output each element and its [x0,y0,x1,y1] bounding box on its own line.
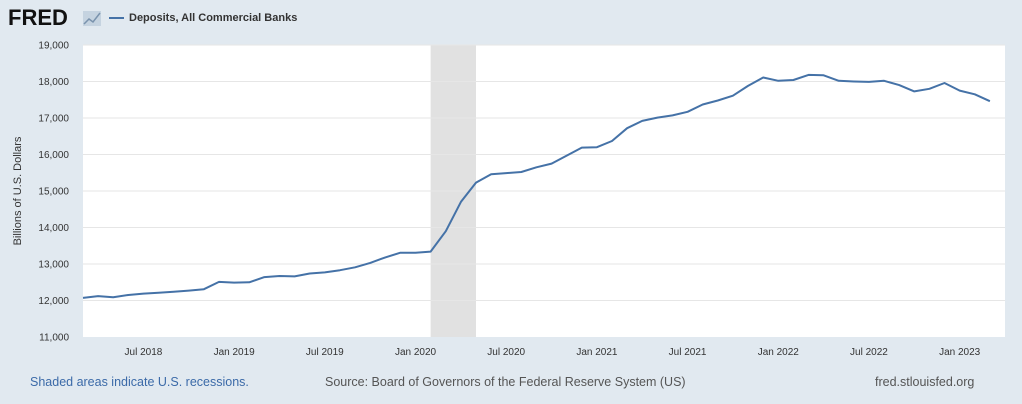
y-tick-label: 11,000 [39,333,69,344]
y-tick-label: 13,000 [38,260,69,271]
source-note: Source: Board of Governors of the Federa… [325,375,686,389]
x-tick-label: Jan 2019 [214,347,256,358]
fred-url-link[interactable]: fred.stlouisfed.org [875,375,975,389]
legend-label: Deposits, All Commercial Banks [129,12,297,24]
recession-note: Shaded areas indicate U.S. recessions. [30,375,249,389]
fred-logo[interactable]: FRED [8,5,68,30]
x-tick-label: Jan 2020 [395,347,437,358]
series-line [82,73,991,299]
y-axis-title: Billions of U.S. Dollars [12,136,24,245]
y-tick-label: 18,000 [38,77,69,88]
x-tick-label: Jul 2021 [669,347,707,358]
x-tick-label: Jul 2018 [125,347,163,358]
chart-line-icon [83,11,101,26]
x-tick-label: Jul 2022 [850,347,888,358]
y-tick-label: 14,000 [38,223,69,234]
y-tick-label: 16,000 [38,150,69,161]
x-tick-label: Jul 2020 [487,347,525,358]
y-tick-label: 19,000 [38,41,69,52]
x-tick-label: Jan 2023 [939,347,981,358]
x-tick-label: Jan 2022 [758,347,800,358]
y-tick-label: 17,000 [38,114,69,125]
y-tick-label: 12,000 [38,296,69,307]
y-tick-label: 15,000 [38,187,69,198]
x-tick-label: Jul 2019 [306,347,344,358]
x-tick-label: Jan 2021 [576,347,618,358]
